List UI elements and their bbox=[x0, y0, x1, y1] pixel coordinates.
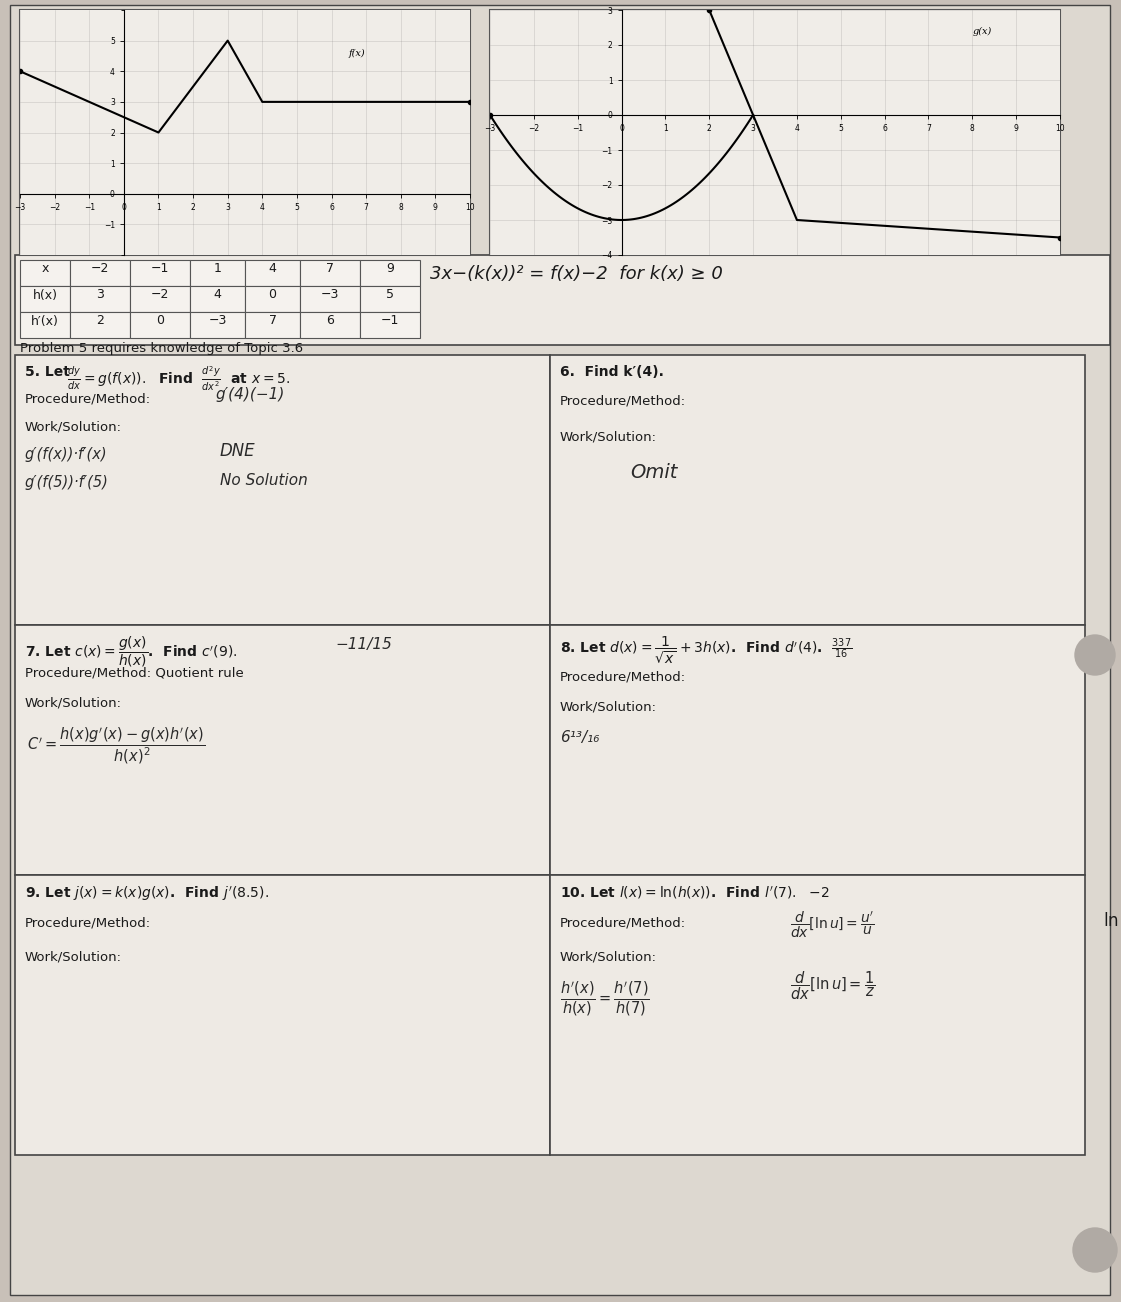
Text: −1: −1 bbox=[151, 263, 169, 276]
Text: 7: 7 bbox=[269, 315, 277, 328]
Bar bbox=[15, 875, 550, 1155]
Text: g′(f(5))·f′(5): g′(f(5))·f′(5) bbox=[25, 475, 109, 490]
Text: $\frac{dy}{dx} = g(f(x)).$  Find  $\frac{d^2y}{dx^2}$  at $x = 5.$: $\frac{dy}{dx} = g(f(x)).$ Find $\frac{d… bbox=[67, 365, 290, 393]
Text: Work/Solution:: Work/Solution: bbox=[560, 430, 657, 443]
Text: g′(4)(−1): g′(4)(−1) bbox=[215, 387, 285, 402]
Text: 2: 2 bbox=[96, 315, 104, 328]
Text: −2: −2 bbox=[91, 263, 109, 276]
Bar bbox=[130, 312, 189, 339]
Text: h′(x): h′(x) bbox=[31, 315, 59, 328]
Bar bbox=[15, 255, 1110, 345]
Bar bbox=[490, 10, 1060, 255]
Text: Procedure/Method:: Procedure/Method: bbox=[25, 393, 151, 406]
Text: 6¹³/₁₆: 6¹³/₁₆ bbox=[560, 730, 600, 745]
Text: −2: −2 bbox=[151, 289, 169, 302]
Text: 1: 1 bbox=[214, 263, 222, 276]
Bar bbox=[360, 260, 420, 286]
Text: 6.  Find k′(4).: 6. Find k′(4). bbox=[560, 365, 664, 379]
Text: Work/Solution:: Work/Solution: bbox=[25, 950, 122, 963]
Text: 4: 4 bbox=[214, 289, 222, 302]
Text: g′(f(x))·f′(x): g′(f(x))·f′(x) bbox=[25, 447, 108, 462]
Bar bbox=[130, 260, 189, 286]
Text: $\dfrac{d}{dx}[\ln u] = \dfrac{u'}{u}$: $\dfrac{d}{dx}[\ln u] = \dfrac{u'}{u}$ bbox=[790, 909, 874, 940]
Text: 7. Let $c(x) = \dfrac{g(x)}{h(x)}$.  Find $c'(9).$: 7. Let $c(x) = \dfrac{g(x)}{h(x)}$. Find… bbox=[25, 635, 238, 669]
Bar bbox=[300, 260, 360, 286]
Text: Procedure/Method:: Procedure/Method: bbox=[560, 395, 686, 408]
Text: $C' = \dfrac{h(x)g'(x) - g(x)h'(x)}{h(x)^2}$: $C' = \dfrac{h(x)g'(x) - g(x)h'(x)}{h(x)… bbox=[27, 725, 205, 766]
Text: $\dfrac{d}{dx}[\ln u] = \dfrac{1}{z}$: $\dfrac{d}{dx}[\ln u] = \dfrac{1}{z}$ bbox=[790, 969, 876, 1001]
Text: −11/15: −11/15 bbox=[335, 637, 392, 652]
Text: −3: −3 bbox=[321, 289, 340, 302]
Text: $\ln = \dfrac{1}{x}$: $\ln = \dfrac{1}{x}$ bbox=[1103, 905, 1121, 937]
Text: 4: 4 bbox=[269, 263, 277, 276]
Bar bbox=[70, 286, 130, 312]
Text: Procedure/Method:: Procedure/Method: bbox=[560, 671, 686, 684]
Text: 5. Let: 5. Let bbox=[25, 365, 75, 379]
Text: 0: 0 bbox=[269, 289, 277, 302]
Text: 7: 7 bbox=[326, 263, 334, 276]
Text: 9: 9 bbox=[386, 263, 393, 276]
Bar bbox=[300, 286, 360, 312]
Bar bbox=[300, 312, 360, 339]
Text: g(x): g(x) bbox=[972, 27, 992, 36]
Text: DNE: DNE bbox=[220, 441, 256, 460]
Text: $\dfrac{h'(x)}{h(x)} = \dfrac{h'(7)}{h(7)}$: $\dfrac{h'(x)}{h(x)} = \dfrac{h'(7)}{h(7… bbox=[560, 980, 650, 1018]
Text: Work/Solution:: Work/Solution: bbox=[25, 697, 122, 710]
Text: 3: 3 bbox=[96, 289, 104, 302]
Text: h(x): h(x) bbox=[33, 289, 57, 302]
Bar bbox=[550, 625, 1085, 875]
Text: 9. Let $j(x) = k(x)g(x)$.  Find $j'(8.5).$: 9. Let $j(x) = k(x)g(x)$. Find $j'(8.5).… bbox=[25, 885, 269, 904]
Bar bbox=[20, 10, 470, 255]
Bar bbox=[245, 260, 300, 286]
Text: 8. Let $d(x) = \dfrac{1}{\sqrt{x}} + 3h(x)$.  Find $d'(4)$.  $\frac{337}{16}$: 8. Let $d(x) = \dfrac{1}{\sqrt{x}} + 3h(… bbox=[560, 635, 852, 667]
Bar bbox=[15, 355, 550, 625]
Text: Procedure/Method:: Procedure/Method: bbox=[560, 917, 686, 930]
Bar bbox=[70, 312, 130, 339]
Bar bbox=[360, 286, 420, 312]
Text: 5: 5 bbox=[386, 289, 393, 302]
Circle shape bbox=[1073, 1228, 1117, 1272]
Text: 10. Let $l(x) = \ln(h(x))$.  Find $l'(7).$  $-2$: 10. Let $l(x) = \ln(h(x))$. Find $l'(7).… bbox=[560, 885, 830, 901]
Bar bbox=[130, 286, 189, 312]
Text: Omit: Omit bbox=[630, 464, 677, 482]
Bar bbox=[360, 312, 420, 339]
Bar bbox=[189, 260, 245, 286]
Bar bbox=[20, 260, 70, 286]
Bar bbox=[189, 286, 245, 312]
Text: Procedure/Method: Quotient rule: Procedure/Method: Quotient rule bbox=[25, 667, 243, 680]
Text: Problem 5 requires knowledge of Topic 3.6: Problem 5 requires knowledge of Topic 3.… bbox=[20, 342, 303, 355]
Text: Procedure/Method:: Procedure/Method: bbox=[25, 917, 151, 930]
Text: 0: 0 bbox=[156, 315, 164, 328]
Bar bbox=[20, 312, 70, 339]
Bar bbox=[70, 260, 130, 286]
Text: −1: −1 bbox=[381, 315, 399, 328]
Circle shape bbox=[1075, 635, 1115, 674]
Text: 3x−(k(x))² = f(x)−2  for k(x) ≥ 0: 3x−(k(x))² = f(x)−2 for k(x) ≥ 0 bbox=[430, 266, 723, 283]
Text: 6: 6 bbox=[326, 315, 334, 328]
Text: Work/Solution:: Work/Solution: bbox=[560, 950, 657, 963]
Bar bbox=[15, 625, 550, 875]
Text: −3: −3 bbox=[209, 315, 226, 328]
Bar bbox=[245, 286, 300, 312]
Text: x: x bbox=[41, 263, 48, 276]
Bar bbox=[189, 312, 245, 339]
Bar bbox=[20, 286, 70, 312]
Text: Work/Solution:: Work/Solution: bbox=[560, 700, 657, 713]
Text: f(x): f(x) bbox=[349, 48, 365, 57]
Text: Work/Solution:: Work/Solution: bbox=[25, 421, 122, 434]
Text: No Solution: No Solution bbox=[220, 473, 308, 488]
Bar bbox=[550, 875, 1085, 1155]
Bar bbox=[245, 312, 300, 339]
Bar bbox=[550, 355, 1085, 625]
